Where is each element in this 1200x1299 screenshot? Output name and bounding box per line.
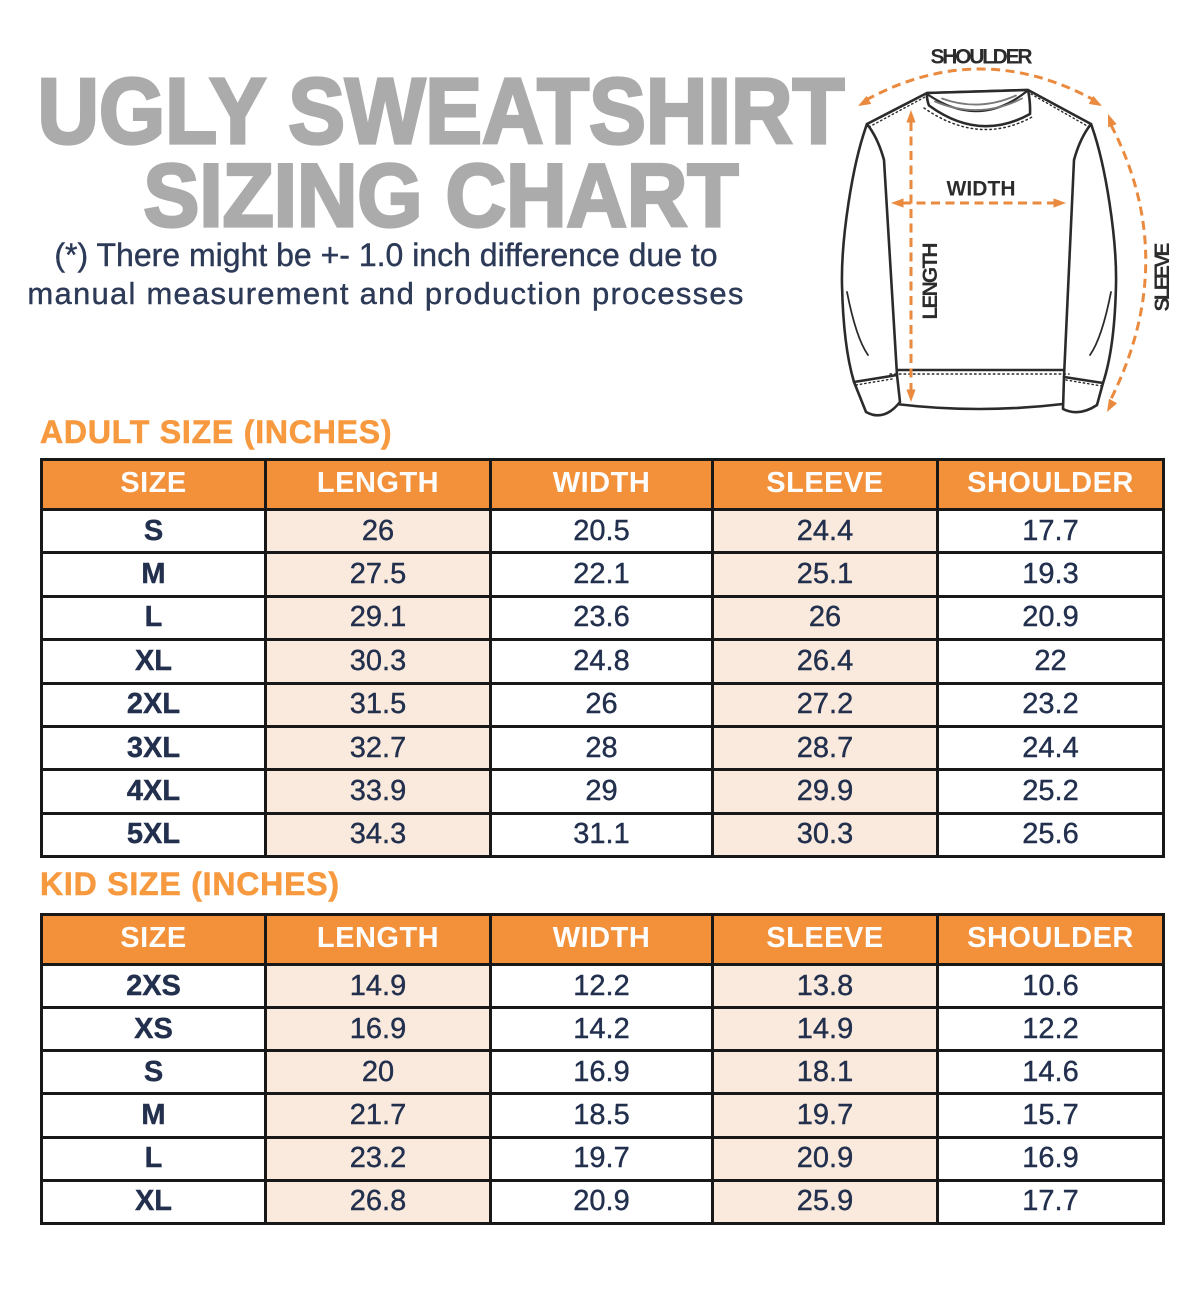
svg-text:LENGTH: LENGTH [919, 243, 942, 320]
svg-text:WIDTH: WIDTH [947, 178, 1016, 201]
svg-text:SLEEVE: SLEEVE [1151, 243, 1174, 312]
svg-text:SHOULDER: SHOULDER [931, 46, 1033, 69]
